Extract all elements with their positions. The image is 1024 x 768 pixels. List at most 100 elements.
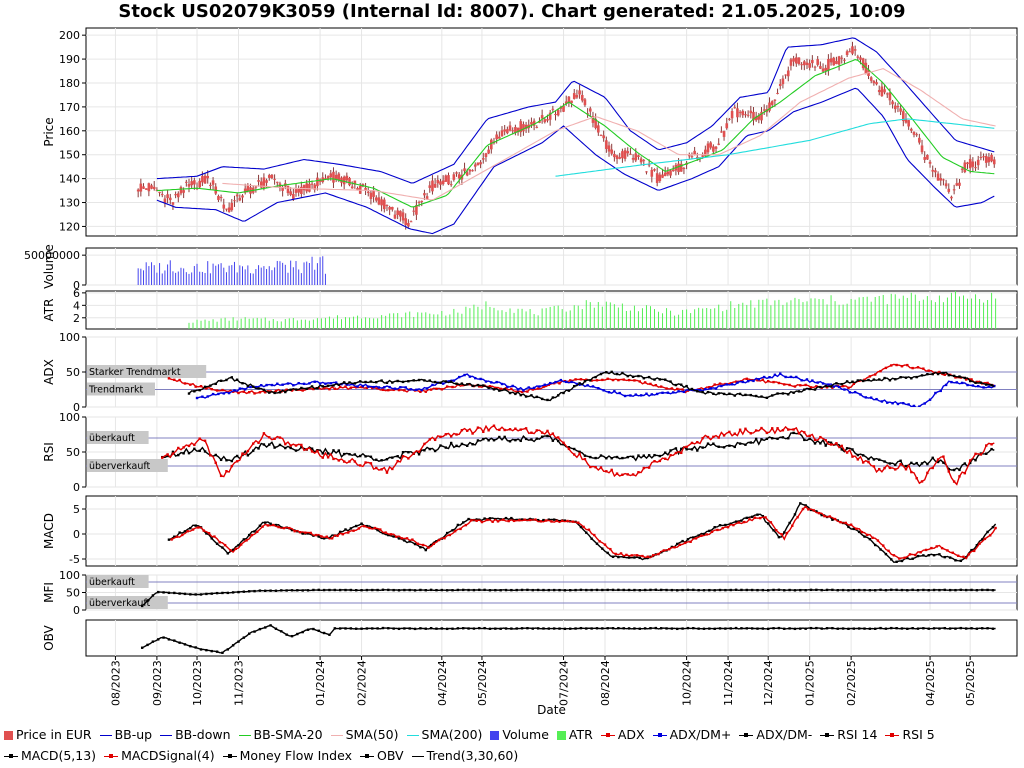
data-point <box>638 627 641 630</box>
data-point <box>771 437 774 440</box>
data-point <box>879 626 882 630</box>
data-point <box>777 588 781 592</box>
data-point <box>750 588 754 592</box>
price-candle <box>650 169 654 177</box>
volume-axis-label: Volume <box>42 244 56 289</box>
legend-item: Money Flow Index <box>222 745 352 766</box>
price-candle <box>455 172 458 174</box>
legend-swatch <box>99 735 112 736</box>
y-tick-label: 50 <box>66 366 80 379</box>
data-point <box>879 588 882 592</box>
data-point <box>231 548 235 552</box>
data-point <box>207 531 211 535</box>
y-tick-label: 100 <box>59 411 80 424</box>
price-candle <box>543 119 547 123</box>
data-point <box>330 537 334 540</box>
price-candle <box>190 181 193 186</box>
data-point <box>821 382 825 385</box>
data-point <box>440 588 444 592</box>
data-point <box>682 390 686 394</box>
y-tick-label: 0 <box>73 481 80 494</box>
data-point <box>911 366 914 370</box>
data-point <box>372 385 375 389</box>
data-point <box>697 588 700 592</box>
data-point <box>633 627 636 630</box>
price-candle <box>955 183 959 186</box>
data-point <box>562 441 565 444</box>
price-candle <box>803 61 806 66</box>
data-point <box>803 438 806 442</box>
data-point <box>738 392 742 396</box>
price-candle <box>706 143 710 153</box>
data-point <box>653 459 656 463</box>
data-point <box>753 516 757 519</box>
data-point <box>333 387 337 390</box>
price-candle <box>979 156 983 158</box>
data-point <box>852 588 856 592</box>
data-point <box>440 627 444 630</box>
data-point <box>538 385 541 388</box>
price-candle <box>179 187 183 194</box>
data-point <box>500 382 504 386</box>
data-point <box>771 394 774 397</box>
data-point <box>927 588 930 592</box>
price-candle <box>816 59 819 65</box>
price-candle <box>222 204 226 209</box>
data-point <box>936 372 940 376</box>
data-point <box>476 383 480 387</box>
data-point <box>627 588 631 592</box>
data-point <box>563 589 567 592</box>
data-point <box>409 388 413 391</box>
data-point <box>237 544 240 547</box>
data-point <box>829 443 833 446</box>
data-point <box>369 380 373 383</box>
price-candle <box>168 197 172 201</box>
data-point <box>815 588 818 592</box>
price-candle <box>653 169 656 171</box>
data-point <box>181 533 184 537</box>
data-point <box>439 444 442 447</box>
data-point <box>268 443 271 446</box>
price-candle <box>332 171 335 183</box>
data-point <box>183 530 187 533</box>
data-point <box>653 453 656 457</box>
data-point <box>348 381 351 384</box>
data-point <box>567 447 571 451</box>
data-point <box>708 627 711 630</box>
data-point <box>868 589 872 592</box>
price-candle <box>193 180 196 185</box>
data-point <box>658 454 662 458</box>
data-point <box>392 535 395 538</box>
data-point <box>975 627 979 630</box>
data-point <box>579 525 583 529</box>
price-candle <box>382 199 386 210</box>
data-point <box>783 589 786 592</box>
price-candle <box>556 109 560 116</box>
legend-swatch <box>820 731 835 740</box>
data-point <box>896 402 900 406</box>
data-point <box>530 438 533 441</box>
data-point <box>883 460 886 463</box>
data-point <box>178 531 181 534</box>
price-candle <box>610 149 613 154</box>
data-point <box>555 519 559 523</box>
data-point <box>225 469 228 473</box>
data-point <box>467 627 470 630</box>
data-point <box>744 443 747 446</box>
legend-item: ADX <box>600 724 645 745</box>
data-point <box>653 378 656 381</box>
data-point <box>724 588 727 592</box>
data-point <box>926 373 929 376</box>
data-point <box>482 430 485 433</box>
data-point <box>952 374 956 378</box>
x-tick-label: 08/2024 <box>599 660 612 706</box>
price-candle <box>714 146 718 149</box>
reference-tag <box>87 596 168 609</box>
price-candle <box>615 155 619 160</box>
data-point <box>578 452 581 455</box>
data-point <box>552 518 556 521</box>
data-point <box>215 650 219 653</box>
data-point <box>792 391 795 394</box>
data-point <box>932 588 936 592</box>
data-point <box>424 588 427 592</box>
